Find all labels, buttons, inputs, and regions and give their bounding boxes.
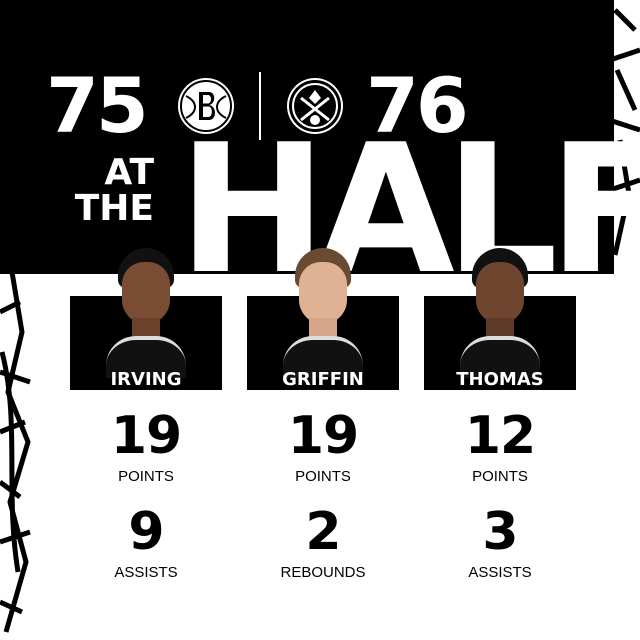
stat-label: REBOUNDS	[280, 564, 366, 581]
player-photo	[283, 248, 363, 378]
stat-value: 2	[305, 502, 341, 562]
headline-at: AT	[104, 152, 154, 193]
player-card-irving: IRVING	[70, 248, 222, 390]
headline-half: HALF	[178, 140, 640, 275]
net-decoration-right	[608, 8, 640, 256]
player-photo	[460, 248, 540, 378]
stat-griffin-points: 19 POINTS	[247, 410, 399, 485]
stat-label: ASSISTS	[468, 564, 532, 581]
net-decoration-left	[0, 272, 31, 633]
player-photo	[106, 248, 186, 378]
home-score: 75	[46, 61, 149, 150]
stat-value: 12	[464, 406, 536, 466]
player-name: GRIFFIN	[282, 369, 364, 390]
stat-label: POINTS	[118, 468, 174, 485]
stat-label: POINTS	[472, 468, 528, 485]
stat-value: 3	[482, 502, 518, 562]
stat-label: POINTS	[295, 468, 351, 485]
stat-label: ASSISTS	[114, 564, 178, 581]
stat-irving-points: 19 POINTS	[70, 410, 222, 485]
header-background	[0, 0, 614, 274]
stat-thomas-points: 12 POINTS	[424, 410, 576, 485]
away-score: 76	[366, 61, 469, 150]
headline-the: THE	[74, 188, 154, 229]
brooklyn-nets-logo	[178, 78, 234, 134]
player-card-thomas: THOMAS	[424, 248, 576, 390]
stat-value: 19	[110, 406, 182, 466]
stat-thomas-assists: 3 ASSISTS	[424, 506, 576, 581]
player-name: IRVING	[110, 369, 182, 390]
stat-value: 9	[128, 502, 164, 562]
denver-nuggets-logo	[287, 78, 343, 134]
score-divider	[259, 72, 261, 140]
player-name: THOMAS	[456, 369, 544, 390]
stat-griffin-rebounds: 2 REBOUNDS	[247, 506, 399, 581]
stat-value: 19	[287, 406, 359, 466]
stat-irving-assists: 9 ASSISTS	[70, 506, 222, 581]
player-card-griffin: GRIFFIN	[247, 248, 399, 390]
